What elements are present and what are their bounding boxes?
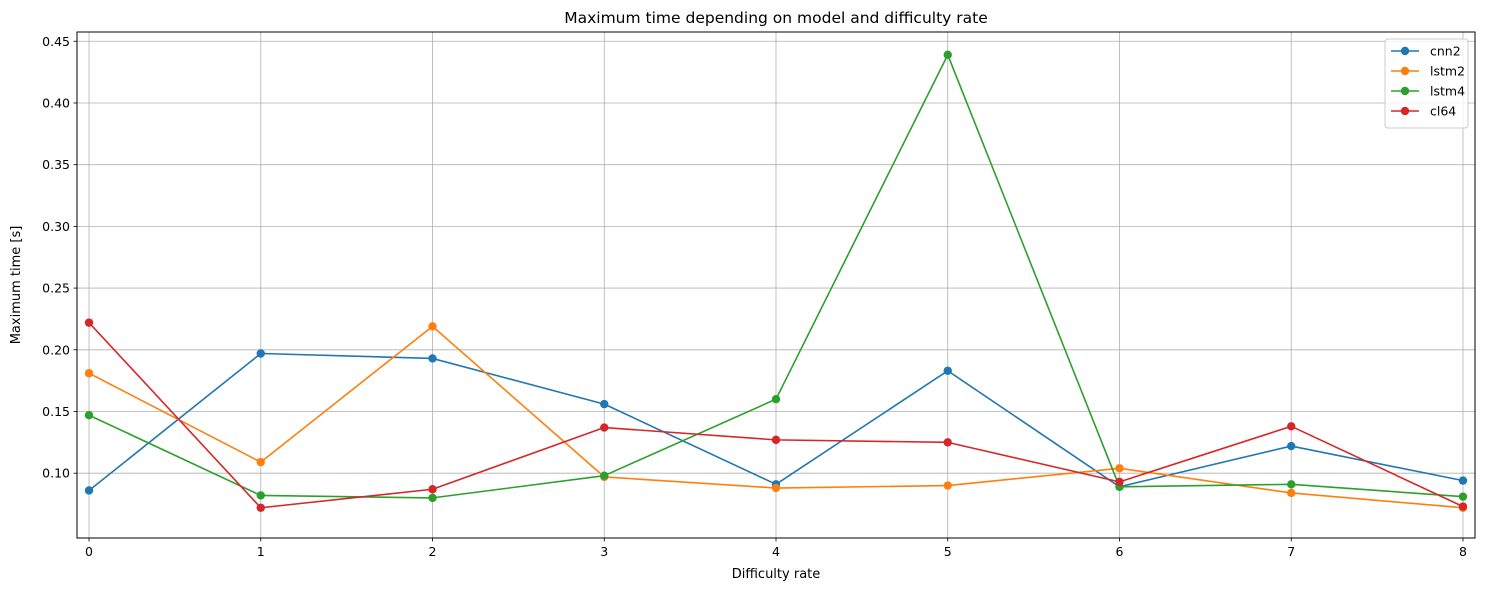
data-point-lstm2	[1287, 488, 1296, 498]
data-point-cl64	[771, 435, 781, 445]
legend-item-cnn2: cnn2	[1391, 44, 1461, 59]
legend: cnn2 lstm2 lstm4 cl64	[1384, 38, 1469, 129]
data-point-cnn2	[84, 486, 94, 495]
chart-title: Maximum time depending on model and diff…	[564, 9, 988, 27]
x-tick-label: 5	[944, 544, 952, 559]
legend-item-lstm4: lstm4	[1391, 84, 1465, 99]
data-point-cl64	[600, 423, 609, 432]
x-axis-label: Difficulty rate	[732, 567, 821, 582]
data-point-cl64	[1287, 422, 1296, 431]
data-point-cnn2	[943, 366, 952, 375]
data-point-lstm2	[84, 369, 94, 378]
data-point-lstm2	[771, 483, 781, 493]
legend-label: lstm2	[1430, 64, 1465, 79]
series-lstm4	[84, 50, 1468, 503]
legend-swatch-marker	[1400, 106, 1410, 116]
data-point-cl64	[943, 438, 952, 447]
legend-swatch-marker	[1400, 66, 1410, 76]
y-tick-label: 0.45	[42, 34, 70, 49]
y-tick-label: 0.35	[42, 157, 70, 172]
legend-label: cnn2	[1430, 44, 1461, 59]
legend-frame	[1384, 38, 1469, 129]
legend-label: cl64	[1430, 104, 1456, 119]
data-point-lstm2	[943, 481, 952, 490]
y-tick-label: 0.40	[42, 95, 70, 110]
axis-ticks: 0 1 2 3 4 5 6 7 8 0.10 0.15 0.20 0.25 0.30 0.35 0.40 0.4…	[42, 34, 1467, 559]
data-point-cl64	[428, 485, 437, 494]
data-point-lstm2	[428, 322, 437, 331]
data-point-cnn2	[428, 354, 437, 363]
x-tick-label: 0	[85, 544, 93, 559]
x-tick-label: 4	[772, 544, 780, 559]
y-tick-label: 0.20	[42, 342, 70, 357]
x-tick-label: 3	[600, 544, 608, 559]
data-point-cnn2	[600, 399, 609, 409]
x-tick-label: 1	[257, 544, 265, 559]
data-point-lstm4	[943, 50, 952, 60]
x-tick-label: 6	[1116, 544, 1124, 559]
data-point-lstm4	[600, 471, 609, 480]
series-lines	[84, 50, 1468, 512]
data-point-lstm4	[428, 493, 437, 503]
data-point-cnn2	[1287, 441, 1296, 451]
grid-lines	[77, 32, 1475, 538]
legend-items: cnn2 lstm2 lstm4 cl64	[1391, 44, 1465, 119]
legend-item-lstm2: lstm2	[1391, 64, 1465, 79]
data-point-lstm2	[256, 457, 265, 467]
legend-item-cl64: cl64	[1391, 104, 1456, 119]
y-tick-label: 0.15	[42, 404, 70, 419]
x-tick-label: 7	[1287, 544, 1295, 559]
y-tick-label: 0.10	[42, 466, 70, 481]
series-cl64	[84, 318, 1468, 512]
data-point-cnn2	[256, 349, 265, 358]
x-tick-label: 2	[429, 544, 437, 559]
data-point-lstm4	[84, 411, 94, 420]
data-point-cnn2	[1458, 476, 1468, 485]
data-point-lstm4	[256, 491, 265, 500]
y-tick-label: 0.30	[42, 219, 70, 234]
data-point-lstm4	[1458, 492, 1468, 501]
data-point-cl64	[1115, 477, 1124, 487]
data-point-lstm2	[1115, 464, 1124, 473]
data-point-cl64	[256, 503, 265, 512]
x-tick-label: 8	[1459, 544, 1467, 559]
data-point-lstm4	[1287, 480, 1296, 489]
legend-swatch-marker	[1400, 86, 1410, 96]
data-point-lstm4	[771, 394, 781, 404]
legend-swatch-marker	[1400, 46, 1410, 56]
y-tick-label: 0.25	[42, 281, 70, 296]
y-axis-label: Maximum time [s]	[9, 226, 24, 345]
legend-label: lstm4	[1430, 84, 1465, 99]
data-point-cl64	[1458, 502, 1468, 511]
data-point-cl64	[84, 318, 94, 327]
